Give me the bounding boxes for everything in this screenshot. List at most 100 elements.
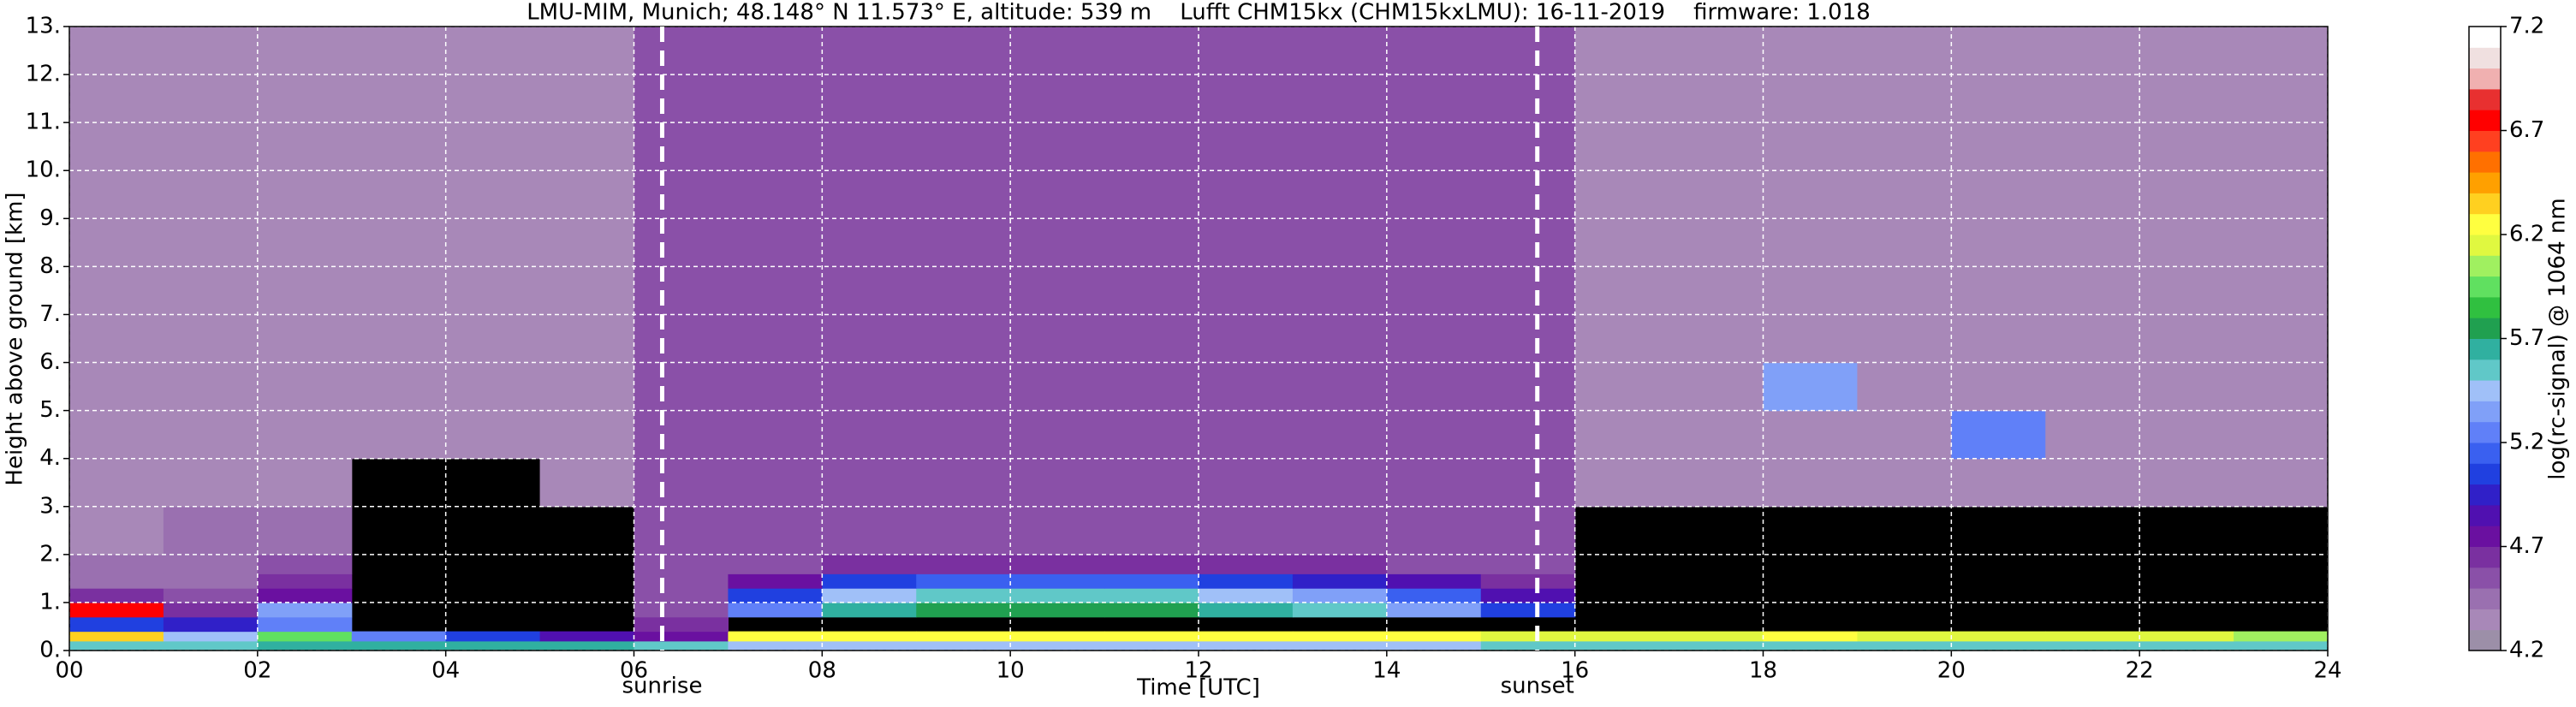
heatmap-cell xyxy=(2139,631,2234,642)
heatmap-cell xyxy=(728,458,823,508)
heatmap-cell xyxy=(1763,458,1859,508)
heatmap-cell xyxy=(1574,410,1670,460)
heatmap-cell xyxy=(1480,170,1576,219)
heatmap-cell xyxy=(1857,631,1952,642)
heatmap-cell xyxy=(163,314,259,364)
heatmap-cell xyxy=(163,218,259,267)
heatmap-cell xyxy=(1669,218,1764,267)
heatmap-cell xyxy=(2234,410,2329,460)
heatmap-cell xyxy=(539,410,635,460)
heatmap-cell xyxy=(822,506,917,556)
heatmap-cell xyxy=(1951,458,2046,508)
heatmap-cell xyxy=(1292,573,1388,589)
heatmap-cell xyxy=(1199,362,1294,412)
heatmap-cell xyxy=(1010,631,1105,642)
y-tick-label: 5. xyxy=(39,397,61,423)
heatmap-cell xyxy=(1857,122,1952,171)
heatmap-cell xyxy=(1763,640,1859,651)
x-tick-label: 04 xyxy=(431,658,460,684)
colorbar-step xyxy=(2469,151,2501,173)
heatmap-cell xyxy=(69,506,164,556)
colorbar-tick-label: 5.7 xyxy=(2509,325,2544,351)
heatmap-cell xyxy=(445,314,541,364)
colorbar-step xyxy=(2469,484,2501,506)
heatmap-cell xyxy=(1951,122,2046,171)
heatmap-cell xyxy=(1386,266,1482,316)
heatmap-cell xyxy=(2139,410,2234,460)
heatmap-cell xyxy=(728,218,823,267)
heatmap-cell xyxy=(351,362,447,412)
heatmap-cell xyxy=(2234,458,2329,508)
colorbar-step xyxy=(2469,193,2501,215)
heatmap-cell xyxy=(1292,640,1388,651)
heatmap-cell xyxy=(445,218,541,267)
heatmap-cell xyxy=(1480,588,1576,603)
heatmap-cell xyxy=(1386,588,1482,603)
heatmap-cell xyxy=(2139,314,2234,364)
heatmap-cell xyxy=(257,554,353,574)
heatmap-cell xyxy=(1010,266,1105,316)
heatmap-cell xyxy=(163,602,259,618)
colorbar-label: log(rc-signal) @ 1064 nm xyxy=(2545,198,2571,479)
heatmap-cell xyxy=(1010,602,1105,618)
heatmap-cell xyxy=(634,218,729,267)
heatmap-cell xyxy=(1104,122,1199,171)
heatmap-cell xyxy=(728,314,823,364)
heatmap-cell xyxy=(69,602,164,618)
heatmap-cell xyxy=(1480,122,1576,171)
heatmap-cell xyxy=(916,218,1011,267)
heatmap-cell xyxy=(1386,362,1482,412)
heatmap-cell xyxy=(1386,410,1482,460)
heatmap-cell xyxy=(728,573,823,589)
heatmap-cell xyxy=(634,616,729,633)
colorbar-tick-label: 5.2 xyxy=(2509,430,2544,455)
heatmap-cell xyxy=(1951,218,2046,267)
heatmap-cell xyxy=(916,362,1011,412)
chart-title: LMU-MIM, Munich; 48.148° N 11.573° E, al… xyxy=(527,0,1871,26)
heatmap-cell xyxy=(822,554,917,574)
heatmap-cell xyxy=(1386,458,1482,508)
heatmap-cell xyxy=(69,170,164,219)
heatmap-cell xyxy=(1763,170,1859,219)
annotation-label: sunrise xyxy=(622,674,702,699)
heatmap-cell xyxy=(163,266,259,316)
heatmap-cell xyxy=(351,631,447,642)
heatmap-cell xyxy=(822,122,917,171)
heatmap-cell xyxy=(1857,74,1952,123)
heatmap-cell xyxy=(1480,573,1576,589)
colorbar-step xyxy=(2469,276,2501,298)
heatmap-cell xyxy=(69,27,164,75)
heatmap-cell xyxy=(445,640,541,651)
heatmap-cell xyxy=(1199,27,1294,75)
heatmap-cell xyxy=(916,588,1011,603)
heatmap-cell xyxy=(2234,170,2329,219)
heatmap-cell xyxy=(822,314,917,364)
colorbar-step xyxy=(2469,359,2501,381)
heatmap-cell xyxy=(1951,266,2046,316)
heatmap-cell xyxy=(1857,314,1952,364)
x-tick-label: 02 xyxy=(243,658,271,684)
heatmap-cell xyxy=(2045,458,2140,508)
heatmap-cell xyxy=(1386,314,1482,364)
heatmap-cell xyxy=(1951,314,2046,364)
heatmap-cell xyxy=(257,506,353,556)
heatmap-cell xyxy=(163,588,259,603)
heatmap-cell xyxy=(634,122,729,171)
heatmap-cell xyxy=(1574,27,1670,75)
colorbar-tick-label: 4.7 xyxy=(2509,533,2544,559)
heatmap-cell xyxy=(1857,170,1952,219)
heatmap-cell xyxy=(1386,122,1482,171)
heatmap-cell xyxy=(1199,314,1294,364)
heatmap-cell xyxy=(1386,170,1482,219)
heatmap-cell xyxy=(822,266,917,316)
heatmap-cell xyxy=(445,362,541,412)
heatmap-cell xyxy=(2234,27,2329,75)
heatmap-cell xyxy=(163,573,259,589)
heatmap-cell xyxy=(1574,631,1670,642)
heatmap-cell xyxy=(69,640,164,651)
heatmap-cell xyxy=(1199,506,1294,556)
heatmap-cell xyxy=(1951,27,2046,75)
heatmap-cell xyxy=(1010,588,1105,603)
y-tick-label: 8. xyxy=(39,253,61,279)
